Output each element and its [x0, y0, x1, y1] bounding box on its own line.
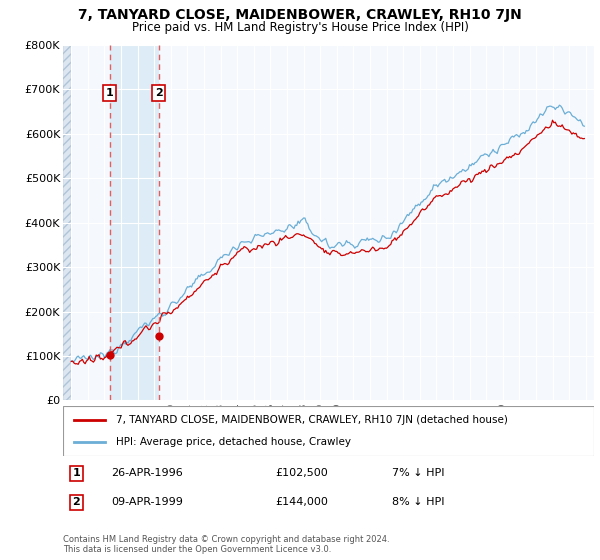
HPI: Average price, detached house, Crawley: (2.02e+03, 6.17e+05): Average price, detached house, Crawley: … — [581, 123, 588, 129]
Text: 2: 2 — [155, 88, 163, 98]
HPI: Average price, detached house, Crawley: (1.99e+03, 8.74e+04): Average price, detached house, Crawley: … — [70, 358, 77, 365]
FancyBboxPatch shape — [63, 406, 594, 456]
Text: 7, TANYARD CLOSE, MAIDENBOWER, CRAWLEY, RH10 7JN: 7, TANYARD CLOSE, MAIDENBOWER, CRAWLEY, … — [78, 8, 522, 22]
HPI: Average price, detached house, Crawley: (2.02e+03, 4.95e+05): Average price, detached house, Crawley: … — [445, 177, 452, 184]
Text: 1: 1 — [106, 88, 113, 98]
7, TANYARD CLOSE, MAIDENBOWER, CRAWLEY, RH10 7JN (detached house) — [549, 117, 556, 124]
HPI: Average price, detached house, Crawley: (2.02e+03, 6.64e+05): Average price, detached house, Crawley: … — [556, 102, 563, 109]
7, TANYARD CLOSE, MAIDENBOWER, CRAWLEY, RH10 7JN (detached house) — [74, 361, 82, 368]
Text: Price paid vs. HM Land Registry's House Price Index (HPI): Price paid vs. HM Land Registry's House … — [131, 21, 469, 34]
Bar — [63, 45, 71, 400]
Text: 7, TANYARD CLOSE, MAIDENBOWER, CRAWLEY, RH10 7JN (detached house): 7, TANYARD CLOSE, MAIDENBOWER, CRAWLEY, … — [116, 415, 508, 425]
Text: 7% ↓ HPI: 7% ↓ HPI — [392, 468, 445, 478]
7, TANYARD CLOSE, MAIDENBOWER, CRAWLEY, RH10 7JN (detached house) — [242, 244, 249, 251]
7, TANYARD CLOSE, MAIDENBOWER, CRAWLEY, RH10 7JN (detached house) — [68, 358, 75, 365]
HPI: Average price, detached house, Crawley: (2.01e+03, 3.44e+05): Average price, detached house, Crawley: … — [331, 244, 338, 251]
Line: HPI: Average price, detached house, Crawley: HPI: Average price, detached house, Craw… — [71, 105, 584, 362]
HPI: Average price, detached house, Crawley: (1.99e+03, 8.87e+04): Average price, detached house, Crawley: … — [68, 358, 75, 365]
Text: 09-APR-1999: 09-APR-1999 — [111, 497, 182, 507]
Text: 8% ↓ HPI: 8% ↓ HPI — [392, 497, 445, 507]
Text: 1: 1 — [73, 468, 80, 478]
HPI: Average price, detached house, Crawley: (2e+03, 3.56e+05): Average price, detached house, Crawley: … — [242, 239, 249, 245]
7, TANYARD CLOSE, MAIDENBOWER, CRAWLEY, RH10 7JN (detached house) — [331, 247, 338, 254]
Line: 7, TANYARD CLOSE, MAIDENBOWER, CRAWLEY, RH10 7JN (detached house): 7, TANYARD CLOSE, MAIDENBOWER, CRAWLEY, … — [71, 120, 584, 365]
Text: HPI: Average price, detached house, Crawley: HPI: Average price, detached house, Craw… — [116, 437, 351, 447]
7, TANYARD CLOSE, MAIDENBOWER, CRAWLEY, RH10 7JN (detached house) — [134, 334, 141, 340]
Text: 26-APR-1996: 26-APR-1996 — [111, 468, 182, 478]
7, TANYARD CLOSE, MAIDENBOWER, CRAWLEY, RH10 7JN (detached house) — [572, 130, 580, 137]
Text: 2: 2 — [73, 497, 80, 507]
HPI: Average price, detached house, Crawley: (2.02e+03, 6.35e+05): Average price, detached house, Crawley: … — [572, 115, 580, 122]
HPI: Average price, detached house, Crawley: (2e+03, 1.91e+05): Average price, detached house, Crawley: … — [154, 312, 161, 319]
7, TANYARD CLOSE, MAIDENBOWER, CRAWLEY, RH10 7JN (detached house) — [154, 320, 161, 327]
Text: £102,500: £102,500 — [275, 468, 328, 478]
Text: £144,000: £144,000 — [275, 497, 328, 507]
7, TANYARD CLOSE, MAIDENBOWER, CRAWLEY, RH10 7JN (detached house) — [445, 190, 452, 197]
Bar — [110, 45, 159, 400]
Text: Contains HM Land Registry data © Crown copyright and database right 2024.
This d: Contains HM Land Registry data © Crown c… — [63, 535, 389, 554]
7, TANYARD CLOSE, MAIDENBOWER, CRAWLEY, RH10 7JN (detached house) — [581, 135, 588, 142]
HPI: Average price, detached house, Crawley: (2e+03, 1.58e+05): Average price, detached house, Crawley: … — [134, 326, 141, 333]
